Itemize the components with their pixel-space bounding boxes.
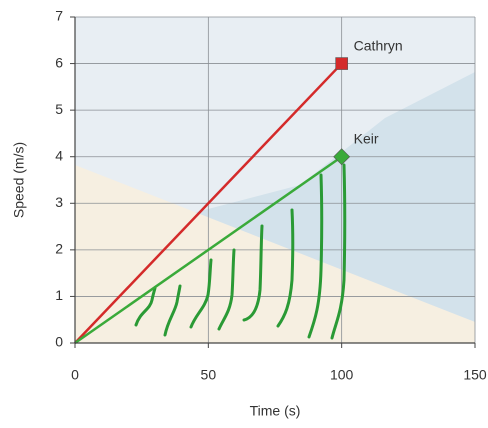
y-tick-label: 0 [55, 334, 63, 350]
x-tick-label: 50 [201, 367, 217, 383]
x-axis-title: Time (s) [250, 403, 301, 419]
y-tick-label: 5 [55, 101, 63, 117]
y-tick-label: 2 [55, 241, 63, 257]
marker [336, 58, 348, 70]
y-tick-label: 6 [55, 54, 63, 70]
y-tick-label: 1 [55, 287, 63, 303]
series-label: Cathryn [354, 37, 403, 53]
plot-background [75, 17, 475, 343]
x-tick-label: 0 [71, 367, 79, 383]
x-tick-label: 150 [463, 367, 487, 383]
y-tick-label: 4 [55, 147, 63, 163]
y-axis-title: Speed (m/s) [11, 142, 27, 218]
series-label: Keir [354, 130, 379, 146]
y-tick-label: 7 [55, 8, 63, 24]
chart: Time (s) Speed (m/s) 0 1 2 3 4 5 6 7 0 50 100 150 Ca… [0, 0, 488, 428]
y-tick-label: 3 [55, 194, 63, 210]
x-tick-label: 100 [330, 367, 354, 383]
